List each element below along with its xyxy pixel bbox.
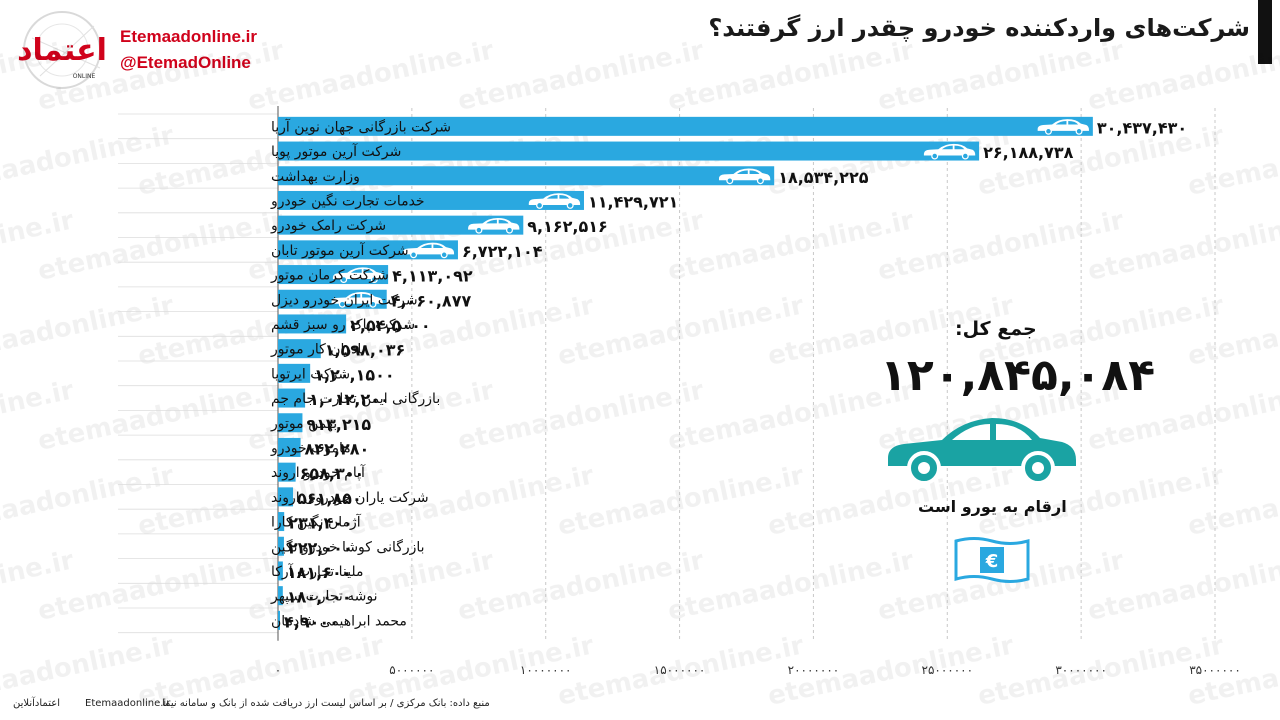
bar [278,487,294,507]
social-handle[interactable]: @EtemadOnline [120,53,251,72]
data-label: ۶۵۸,۳۰۰ [300,464,365,483]
labels-layer: ۳۰,۴۳۷,۴۳۰ شرکت بازرگانی جهان نوین آریا ۲۶… [270,118,1187,631]
footer-site[interactable]: Etemaadonline.ir [85,698,171,709]
bar [278,314,347,334]
category-label: شرکت آرین موتور پویا [271,143,401,160]
bar [278,363,311,383]
category-label: ملینا تجارت آرکا [271,563,363,580]
category-label: آپام خودرو اروند [271,464,366,481]
category-label: محمد ابراهیمی شادمان [271,613,407,629]
data-label: ۱,۰۱۲,۲۰۰ [309,390,390,409]
car-icon [1037,119,1089,135]
bar [278,512,285,532]
data-label: ۹۱۳,۲۱۵ [306,415,371,434]
x-tick-label: ۲۰۰۰۰۰۰۰ [788,663,840,677]
bar [278,215,524,235]
brand-block: Etemaadonline.ir @EtemadOnline [120,24,257,76]
unit-note: ارقام به یورو است [918,497,1067,516]
data-label: ۴,۱۱۳,۰۹۲ [392,267,473,286]
car-icon [331,292,383,308]
bar [278,166,775,186]
car-icon [528,193,581,209]
category-label: وزارت بهداشت [271,169,360,185]
category-label: شرکت بازرگانی جهان نوین آریا [271,118,451,135]
data-label: ۱۸۰,۰۰۰ [287,588,352,607]
category-label: خدمات تجارت نگین خودرو [270,192,425,209]
bar [278,190,584,210]
x-tick-label: ۱۵۰۰۰۰۰۰ [654,663,706,677]
axis-layer: ۰ ۵۰۰۰۰۰۰ ۱۰۰۰۰۰۰۰ ۱۵۰۰۰۰۰۰ ۲۰۰۰۰۰۰۰ ۲۵۰۰۰۰۰۰… [275,663,1241,677]
grid-layer [118,106,1216,641]
data-label: ۴,۹۰۰۰ [284,612,339,631]
car-icon [923,143,976,160]
category-label: ماموت خودرو [270,440,351,456]
page-title: شرکت‌های واردکننده خودرو چقدر ارز گرفتند… [708,14,1250,42]
data-label: ۱۸۱,۶۰۰ [287,563,352,582]
data-label: ۱۸,۵۳۴,۲۲۵ [778,168,869,187]
category-label: بهمن موتور [270,416,337,432]
category-label: نادران کار موتور [270,342,366,358]
data-label: ۲۲۲,۰۰۰ [288,538,353,557]
category-label: شرکت پاک رو سبز قشم [271,317,415,333]
source-note: منبع داده: بانک مرکزی / بر اساس لیست ارز… [162,698,490,709]
total-label: جمع کل: [955,318,1037,340]
bar [278,561,283,581]
x-tick-label: ۳۵۰۰۰۰۰۰ [1189,663,1241,677]
footer-brand: اعتمادآنلاین [13,698,60,709]
x-tick-label: ۰ [275,663,281,677]
bar [278,388,306,408]
data-label: ۲۳۱,۴۰۰ [288,514,353,533]
car-icon [402,242,455,259]
x-tick-label: ۳۰۰۰۰۰۰۰ [1055,663,1107,677]
bar [278,116,1093,136]
logo-subtext: ONLINE [73,73,96,80]
data-label: ۸۴۲,۲۸۰ [305,439,370,458]
bar [278,462,296,482]
car-icon [468,217,520,234]
x-tick-label: ۲۵۰۰۰۰۰۰ [922,663,974,677]
site-link[interactable]: Etemaadonline.ir [120,27,257,46]
data-label: ۴,۰۶۰,۸۷۷ [391,291,472,310]
category-label: شرکت یاران خودروی اروند [271,490,429,506]
category-label: شرکت آرین موتور تابان [271,242,409,259]
category-label: شرکت ایران خودرو دیزل [271,292,418,308]
euro-note-icon: € [954,537,1030,583]
category-label: شرکت کرمان موتور [270,268,389,284]
logo-text: اعتماد [17,33,107,68]
category-label: آژمان نگین کارا [271,514,362,531]
bar [278,339,321,359]
data-label: ۲۶,۱۸۸,۷۳۸ [983,143,1074,162]
data-label: ۱,۲۰,۱۵۰۰ [314,365,395,384]
data-label: ۶,۷۲۲,۱۰۴ [462,242,543,261]
x-tick-label: ۱۰۰۰۰۰۰۰ [520,663,572,677]
car-icon [332,267,385,284]
car-illustration [888,418,1076,485]
bar [278,413,303,433]
bar [278,141,980,161]
category-label: شرکت ایرتویا [271,366,350,382]
data-label: ۳۰,۴۳۷,۴۳۰ [1097,118,1187,137]
bar [278,586,283,606]
bar [278,437,301,457]
data-label: ۵۶۱,۸۵۰ [297,489,362,508]
category-label: بازرگانی کوشا خودرو نگین [271,538,425,555]
bar [278,536,284,556]
data-label: ۱,۵۹۸,۰۳۶ [325,341,406,360]
bar [278,610,280,630]
svg-text:€: € [985,551,999,572]
category-label: نوشه تجارت سپهر [270,589,378,605]
data-label: ۱۱,۴۲۹,۷۲۱ [588,192,678,211]
etemad-logo: اعتماد ONLINE [17,11,107,89]
bars-layer [278,116,1093,630]
data-label: ۹,۱۶۲,۵۱۶ [527,217,608,236]
data-label: ۲,۵۴,۵۰۰۰ [350,316,431,335]
x-tick-label: ۵۰۰۰۰۰۰ [389,663,434,677]
category-label: بازرگانی ایمن تجارت جام جم [271,390,440,407]
title-accent-bar [1258,0,1272,64]
car-icon [718,168,771,185]
total-value: ۱۲۰,۸۴۵,۰۸۴ [880,350,1156,401]
category-label: شرکت رامک خودرو [270,218,386,234]
